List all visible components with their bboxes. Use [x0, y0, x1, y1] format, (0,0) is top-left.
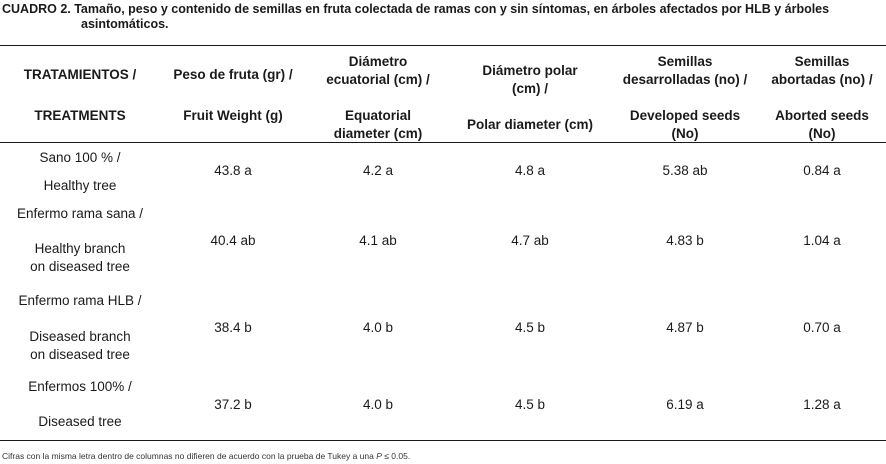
table-row-4-treatment-es: Enfermos 100% /: [28, 379, 132, 394]
table-row-4-developed-seeds: 6.19 a: [666, 397, 704, 412]
table-row-2-treatment-en: Healthy branch on diseased tree: [30, 241, 130, 274]
header-bottom-rule: [0, 142, 886, 143]
header-es-treatments: TRATAMIENTOS /: [23, 67, 137, 82]
header-es-equatorial-diameter: Diámetro ecuatorial (cm) /: [326, 54, 430, 87]
caption-line-2: asintomáticos.: [81, 17, 169, 31]
header-es-fruit-weight: Peso de fruta (gr) /: [173, 67, 293, 82]
table-row-2-treatment-es: Enfermo rama sana /: [16, 206, 144, 221]
table-row-3-equatorial-diameter: 4.0 b: [362, 320, 394, 335]
table-row-3-treatment-es: Enfermo rama HLB /: [18, 293, 142, 308]
header-es-polar-diameter: Diámetro polar (cm) /: [482, 63, 578, 96]
footnote-p-symbol: P: [376, 451, 382, 461]
header-en-polar-diameter: Polar diameter (cm): [466, 117, 594, 132]
table-row-4-equatorial-diameter: 4.0 b: [362, 397, 394, 412]
table-row-2-fruit-weight: 40.4 ab: [210, 233, 256, 248]
header-es-aborted-seeds: Semillas abortadas (no) /: [771, 54, 873, 87]
header-en-equatorial-diameter: Equatorial diameter (cm): [333, 108, 423, 141]
table-row-2-polar-diameter: 4.7 ab: [511, 233, 549, 248]
table-row-4-polar-diameter: 4.5 b: [514, 397, 546, 412]
table-row-2-aborted-seeds: 1.04 a: [803, 233, 841, 248]
header-en-developed-seeds: Developed seeds (No): [629, 108, 741, 141]
header-es-developed-seeds: Semillas desarrolladas (no) /: [622, 54, 748, 87]
table-row-3-treatment-en: Diseased branch on diseased tree: [29, 329, 131, 362]
footnote-threshold: ≤ 0.05.: [381, 451, 411, 461]
table-row-1-fruit-weight: 43.8 a: [214, 163, 252, 178]
header-en-aborted-seeds: Aborted seeds (No): [775, 108, 869, 141]
table-row-1-developed-seeds: 5.38 ab: [662, 163, 708, 178]
table-caption: CUADRO 2. Tamaño, peso y contenido de se…: [2, 2, 882, 32]
caption-line-1: CUADRO 2. Tamaño, peso y contenido de se…: [2, 2, 830, 16]
table-row-3-developed-seeds: 4.87 b: [666, 320, 704, 335]
table-row-4-aborted-seeds: 1.28 a: [803, 397, 841, 412]
table-row-1-polar-diameter: 4.8 a: [514, 163, 546, 178]
header-en-fruit-weight: Fruit Weight (g): [183, 108, 283, 123]
table-row-1-aborted-seeds: 0.84 a: [803, 163, 841, 178]
table-row-1-equatorial-diameter: 4.2 a: [362, 163, 394, 178]
header-en-treatments: TREATMENTS: [34, 108, 126, 123]
table-top-rule: [0, 45, 886, 46]
table-row-2-developed-seeds: 4.83 b: [666, 233, 704, 248]
table-row-1-treatment-es: Sano 100 % /: [39, 150, 121, 165]
table-row-4-treatment-en: Diseased tree: [38, 414, 122, 429]
table-row-3-aborted-seeds: 0.70 a: [803, 320, 841, 335]
table-bottom-rule: [0, 440, 886, 441]
table-row-3-polar-diameter: 4.5 b: [514, 320, 546, 335]
table-row-2-equatorial-diameter: 4.1 ab: [359, 233, 397, 248]
table-footnote: Cifras con la misma letra dentro de colu…: [2, 451, 410, 461]
table-row-3-fruit-weight: 38.4 b: [214, 320, 252, 335]
table-row-1-treatment-en: Healthy tree: [43, 178, 117, 193]
table-row-4-fruit-weight: 37.2 b: [214, 397, 252, 412]
footnote-text: Cifras con la misma letra dentro de colu…: [2, 451, 377, 461]
